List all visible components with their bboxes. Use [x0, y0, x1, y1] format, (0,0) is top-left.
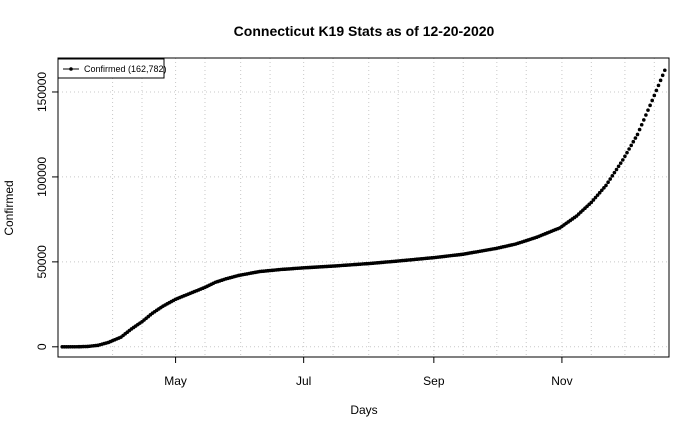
- grid-lines: [58, 58, 669, 357]
- data-point: [658, 78, 663, 83]
- data-point: [602, 186, 606, 190]
- data-point: [621, 158, 625, 162]
- data-point: [648, 103, 652, 108]
- data-point: [610, 174, 615, 178]
- data-points: [60, 68, 667, 349]
- data-point: [660, 73, 665, 78]
- x-tick-label-3: Nov: [551, 374, 572, 388]
- data-point: [656, 83, 661, 88]
- data-point: [633, 136, 638, 140]
- y-tick-label-3: 150000: [35, 72, 49, 112]
- data-point: [612, 170, 617, 175]
- data-point: [618, 161, 623, 165]
- data-point: [663, 68, 667, 73]
- chart-title: Connecticut K19 Stats as of 12-20-2020: [234, 23, 495, 39]
- data-point: [627, 147, 631, 151]
- data-point: [639, 122, 644, 127]
- x-axis-label: Days: [350, 403, 377, 417]
- data-point: [646, 108, 650, 112]
- data-point: [608, 177, 613, 181]
- plot-frame: [57, 57, 670, 358]
- data-point: [650, 98, 654, 103]
- legend: Confirmed (162,782): [57, 58, 167, 79]
- data-point: [606, 180, 610, 185]
- x-tick-label-0: May: [164, 374, 187, 388]
- y-axis: 0 50000 100000 150000: [35, 72, 58, 350]
- data-point: [589, 200, 594, 205]
- x-tick-label-2: Sep: [423, 374, 445, 388]
- data-point: [625, 150, 629, 155]
- data-point: [637, 127, 642, 132]
- y-tick-label-0: 0: [35, 343, 49, 350]
- data-point: [654, 88, 659, 93]
- data-point: [631, 139, 636, 144]
- data-point: [642, 118, 646, 122]
- data-point: [597, 190, 602, 195]
- data-point: [593, 195, 598, 200]
- data-point: [629, 143, 634, 148]
- data-point: [644, 113, 648, 117]
- data-point: [600, 188, 604, 193]
- data-point: [616, 164, 621, 169]
- data-point: [623, 154, 627, 159]
- data-point: [614, 167, 619, 172]
- y-tick-label-2: 100000: [35, 157, 49, 197]
- legend-marker: [69, 67, 73, 71]
- x-tick-label-1: Jul: [296, 374, 311, 388]
- y-axis-label: Confirmed: [2, 180, 16, 235]
- data-point: [604, 183, 608, 188]
- y-tick-label-1: 50000: [35, 245, 49, 279]
- data-point: [652, 93, 657, 98]
- legend-box: [57, 58, 165, 79]
- x-axis: May Jul Sep Nov: [164, 357, 573, 388]
- legend-entry-confirmed: Confirmed (162,782): [84, 64, 167, 74]
- data-point: [591, 198, 596, 202]
- data-point: [595, 193, 600, 197]
- data-point: [635, 132, 640, 137]
